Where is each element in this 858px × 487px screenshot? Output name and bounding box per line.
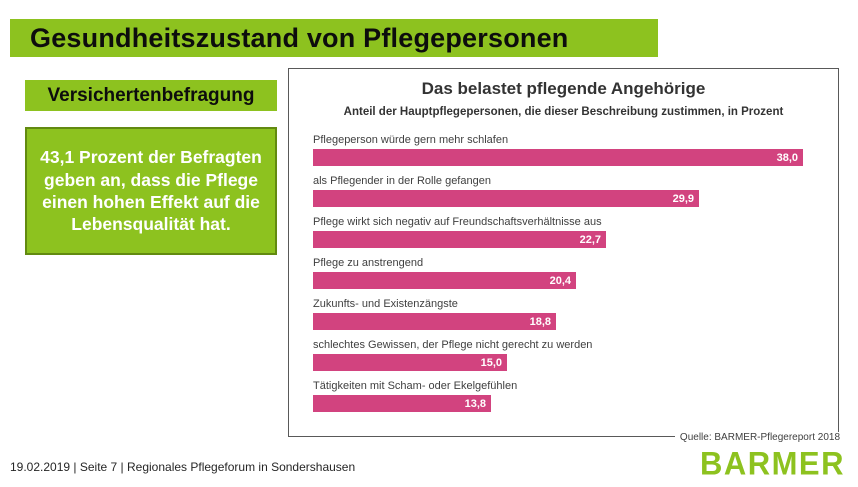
bar-fill: 38,0	[313, 149, 803, 166]
bar-category-label: Pflege wirkt sich negativ auf Freundscha…	[313, 216, 602, 228]
bar-fill: 29,9	[313, 190, 699, 207]
key-fact-box: 43,1 Prozent der Befragten geben an, das…	[25, 127, 277, 255]
subheader-bar: Versichertenbefragung	[25, 80, 277, 111]
key-fact-text: 43,1 Prozent der Befragten geben an, das…	[40, 147, 262, 235]
bar-fill: 13,8	[313, 395, 491, 412]
bar-category-label: Zukunfts- und Existenzängste	[313, 298, 458, 310]
chart-title: Das belastet pflegende Angehörige	[421, 79, 706, 98]
bar-fill: 20,4	[313, 272, 576, 289]
bar-fill: 15,0	[313, 354, 507, 371]
bar-track: 38,0	[313, 149, 824, 166]
bar-value-label: 22,7	[579, 233, 601, 246]
bar-track: 13,8	[313, 395, 824, 412]
chart-panel: Das belastet pflegende Angehörige Anteil…	[288, 68, 842, 443]
bar-chart: Pflegeperson würde gern mehr schlafen 38,…	[313, 134, 824, 421]
bar-category-label: als Pflegender in der Rolle gefangen	[313, 175, 491, 187]
bar-track: 29,9	[313, 190, 824, 207]
chart-source: Quelle: BARMER-Pflegereport 2018	[674, 432, 842, 443]
bar-category-label: Tätigkeiten mit Scham- oder Ekelgefühlen	[313, 380, 518, 392]
bar-fill: 18,8	[313, 313, 556, 330]
bar-row: Pflege wirkt sich negativ auf Freundscha…	[313, 216, 824, 248]
bar-row: Pflege zu anstrengend 20,4	[313, 257, 824, 289]
bar-row: schlechtes Gewissen, der Pflege nicht ge…	[313, 339, 824, 371]
bar-fill: 22,7	[313, 231, 606, 248]
bar-value-label: 18,8	[529, 315, 551, 328]
barmer-logo: BARMER	[699, 445, 845, 482]
bar-value-label: 15,0	[480, 356, 502, 369]
slide-title: Gesundheitszustand von Pflegepersonen	[30, 22, 569, 53]
bar-value-label: 20,4	[549, 274, 571, 287]
bar-row: Zukunfts- und Existenzängste 18,8	[313, 298, 824, 330]
subheader-label: Versichertenbefragung	[47, 84, 255, 106]
bar-value-label: 38,0	[776, 151, 798, 164]
bar-track: 22,7	[313, 231, 824, 248]
bar-category-label: schlechtes Gewissen, der Pflege nicht ge…	[313, 339, 593, 351]
bar-category-label: Pflegeperson würde gern mehr schlafen	[313, 134, 509, 146]
bar-track: 20,4	[313, 272, 824, 289]
bar-value-label: 29,9	[672, 192, 694, 205]
slide-footer: 19.02.2019 | Seite 7 | Regionales Pflege…	[10, 460, 356, 474]
bar-row: Pflegeperson würde gern mehr schlafen 38,…	[313, 134, 824, 166]
bar-row: Tätigkeiten mit Scham- oder Ekelgefühlen…	[313, 380, 824, 412]
bar-track: 18,8	[313, 313, 824, 330]
slide-title-bar: Gesundheitszustand von Pflegepersonen	[10, 19, 658, 57]
bar-category-label: Pflege zu anstrengend	[313, 257, 424, 269]
bar-value-label: 13,8	[464, 397, 486, 410]
bar-row: als Pflegender in der Rolle gefangen 29,9	[313, 175, 824, 207]
chart-subtitle: Anteil der Hauptpflegepersonen, die dies…	[343, 106, 784, 118]
bar-track: 15,0	[313, 354, 824, 371]
